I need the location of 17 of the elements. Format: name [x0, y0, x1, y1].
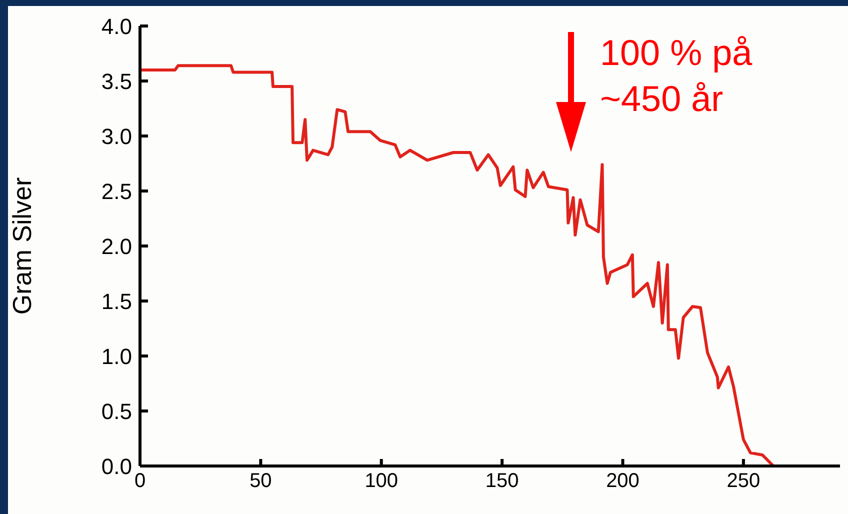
y-tick-label: 3.0 [101, 124, 132, 149]
y-axis-title: Gram Silver [7, 177, 38, 315]
x-tick-label: 150 [485, 470, 519, 492]
y-tick-label: 1.5 [101, 288, 132, 314]
y-tick-label: 2.5 [101, 178, 132, 204]
y-tick-label: 0.0 [101, 454, 132, 479]
x-tick-label: 250 [726, 470, 760, 492]
x-tick-label: 0 [134, 470, 146, 492]
y-tick-label: 3.5 [101, 68, 132, 94]
x-tick-label: 100 [364, 470, 398, 492]
annotation: 100 % på ~450 år [600, 31, 752, 121]
y-tick-label: 4.0 [101, 14, 132, 39]
y-tick-label: 1.0 [101, 344, 132, 369]
x-tick-label: 50 [250, 470, 272, 492]
y-tick-label: 2.0 [101, 234, 132, 259]
x-tick-label: 200 [606, 470, 640, 492]
y-tick-label: 0.5 [101, 398, 132, 424]
